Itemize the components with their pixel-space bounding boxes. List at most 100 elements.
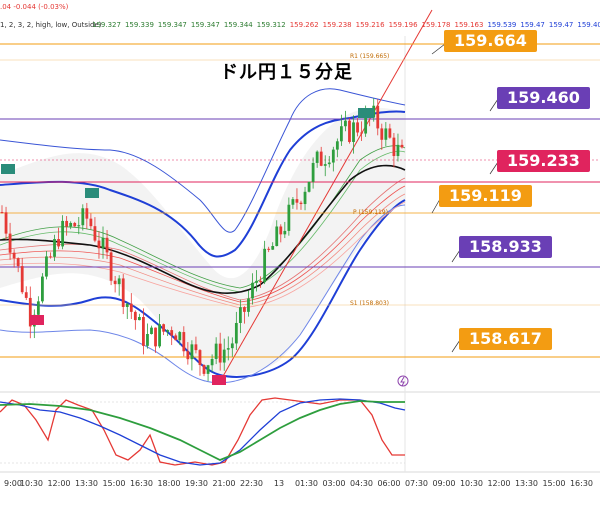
candle-body — [234, 322, 238, 344]
candle-body — [162, 324, 166, 332]
header-value: 159.339 — [124, 21, 154, 29]
level-label-159664[interactable]: 159.664 — [444, 30, 537, 52]
candle-body — [81, 208, 85, 226]
candle-body — [299, 202, 303, 205]
candle-body — [243, 307, 246, 312]
candle-body — [222, 349, 226, 363]
swing-high-marker — [1, 108, 374, 198]
time-axis-label: 19:30 — [185, 479, 208, 488]
time-axis-label: 9:00 — [4, 479, 22, 488]
time-axis-label: 21:00 — [212, 479, 235, 488]
candle-body — [150, 327, 153, 334]
candle-body — [182, 332, 186, 352]
candle-body — [41, 276, 44, 302]
callout-connector — [489, 98, 499, 112]
candle-body — [384, 128, 388, 140]
candle-body — [45, 256, 48, 277]
level-label-159119[interactable]: 159.119 — [439, 185, 532, 207]
candle-body — [360, 132, 363, 134]
candle-body — [206, 365, 210, 374]
time-axis-label: 13:30 — [515, 479, 538, 488]
candle-body — [121, 278, 125, 307]
candle-body — [287, 204, 291, 231]
candle-body — [69, 222, 73, 227]
time-axis-label: 06:00 — [377, 479, 400, 488]
candle-body — [129, 303, 133, 312]
level-label-158617[interactable]: 158.617 — [459, 328, 552, 350]
candle-body — [319, 151, 323, 166]
pivot-s1-label: S1 (158.803) — [350, 300, 389, 307]
swing-low-marker — [30, 315, 226, 385]
candle-body — [271, 246, 275, 250]
candle-body — [356, 122, 359, 133]
level-label-158933[interactable]: 158.933 — [459, 236, 552, 258]
candle-body — [283, 230, 287, 235]
bollinger-lower-2 — [0, 204, 406, 384]
callout-connector — [489, 161, 499, 175]
candle-body — [218, 343, 222, 363]
header-values: 159.327 159.339 159.347 159.347 159.344 159.3… — [92, 20, 600, 30]
header-value: 159.47 — [548, 21, 574, 29]
candle-body — [24, 292, 28, 298]
candlesticks — [0, 98, 404, 382]
callout-connector — [431, 198, 441, 214]
candle-body — [392, 137, 396, 157]
candle-body — [275, 226, 279, 247]
candle-body — [178, 332, 182, 341]
header-value: 159.347 — [157, 21, 187, 29]
candle-body — [327, 162, 331, 165]
candle-body — [85, 208, 89, 219]
candle-body — [230, 343, 234, 349]
candle-body — [335, 141, 339, 150]
candle-body — [53, 239, 56, 257]
candle-body — [202, 365, 206, 374]
level-label-159460[interactable]: 159.460 — [497, 87, 590, 109]
candle-body — [400, 144, 404, 148]
candle-body — [158, 324, 161, 347]
candle-body — [303, 191, 307, 205]
time-axis-label: 16:30 — [570, 479, 593, 488]
callout-connector — [451, 339, 461, 353]
candle-body — [247, 298, 250, 312]
time-axis-label: 12:00 — [47, 479, 70, 488]
candle-body — [186, 351, 190, 360]
candle-body — [344, 120, 347, 127]
candle-body — [20, 266, 24, 293]
header-value: 159.262 — [289, 21, 319, 29]
candle-body — [154, 327, 157, 347]
candle-body — [210, 358, 214, 366]
header-value: 159.347 — [190, 21, 220, 29]
oscillator-pane[interactable] — [0, 397, 406, 466]
flash-icon[interactable] — [397, 375, 409, 387]
candle-body — [174, 335, 178, 341]
level-label-159233[interactable]: 159.233 — [497, 150, 590, 172]
candle-body — [376, 105, 380, 129]
candle-body — [8, 233, 12, 253]
candle-body — [0, 212, 4, 214]
candle-body — [291, 199, 295, 205]
header-value: 159.344 — [223, 21, 253, 29]
candle-body — [238, 307, 242, 323]
candle-body — [364, 114, 368, 134]
candle-body — [97, 240, 101, 249]
candle-body — [57, 239, 60, 247]
time-axis-label: 04:30 — [350, 479, 373, 488]
bollinger-upper-2 — [0, 88, 406, 233]
candle-body — [113, 280, 117, 285]
indicator-header: .04 -0.044 (-0.03%) 1, 2, 3, 2, high, lo… — [0, 0, 600, 36]
header-value: 159.47 — [520, 21, 545, 29]
candle-body — [255, 280, 258, 283]
chart-title: ドル円１５分足 — [220, 62, 353, 83]
candle-body — [194, 344, 198, 351]
time-axis-label: 07:30 — [405, 479, 428, 488]
header-change: .04 -0.044 (-0.03%) — [0, 3, 69, 11]
time-axis-label: 18:00 — [157, 479, 180, 488]
candle-body — [311, 162, 315, 182]
candle-body — [267, 248, 271, 250]
candle-body — [259, 280, 262, 283]
candle-body — [125, 303, 129, 307]
time-axis-label: 16:30 — [130, 479, 153, 488]
header-params: 1, 2, 3, 2, high, low, Outside) — [0, 21, 102, 29]
candle-body — [93, 226, 97, 241]
